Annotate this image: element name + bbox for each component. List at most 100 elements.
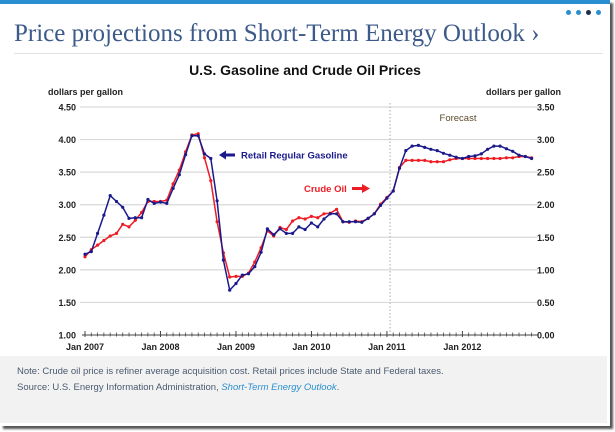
y-tick-label-right: 3.50 [537,103,555,113]
arrow-left-icon [219,150,235,160]
retail-regular-gasoline-point [190,134,194,138]
footnote: Note: Crude oil price is refiner average… [17,366,444,377]
y-tick-label-left: 3.50 [58,168,76,178]
crude-oil-point [108,234,112,238]
retail-regular-gasoline-point [473,154,477,158]
arrow-right-icon [352,184,370,193]
retail-regular-gasoline-point [504,147,508,151]
retail-regular-gasoline-point [177,173,181,177]
retail-regular-gasoline-point [379,203,383,207]
crude-oil-point [309,214,313,218]
y-tick-label-right: 1.00 [537,265,555,275]
axes: 1.00 1.50 2.00 2.50 3.00 3.50 4.00 4.50 0.00 0.50… [58,103,554,353]
y-tick-label-left: 4.50 [58,103,76,113]
retail-regular-gasoline-point [523,154,527,159]
retail-regular-gasoline-point [397,166,402,170]
retail-regular-gasoline-point [404,149,408,153]
crude-oil-point [322,212,326,216]
crude-oil-point [492,156,496,161]
retail-regular-gasoline-point [83,252,87,256]
gasoline-annotation: Retail Regular Gasoline [219,150,348,162]
retail-regular-gasoline-point [441,151,446,155]
source-suffix: . [336,382,340,393]
pager-dot-3[interactable] [586,10,591,15]
crude-oil-point [253,260,257,264]
forecast-region: Forecast [389,103,477,335]
retail-regular-gasoline-point [152,201,156,205]
slide-panel [0,0,610,4]
pager-dot-4[interactable] [596,10,601,15]
crude-oil-point [284,227,288,232]
retail-regular-gasoline-point [385,196,389,200]
pager-dot-2[interactable] [576,10,581,15]
retail-regular-gasoline-point [246,272,251,276]
left-axis-unit-label: dollars per gallon [48,87,124,97]
retail-regular-gasoline-point [253,265,257,269]
x-tick-label: Jan 2007 [66,342,104,352]
price-chart: Forecast 1.00 1.50 2.00 2.50 3.00 3.50 4.00 4.5… [58,103,554,353]
retail-regular-gasoline-point [366,216,370,220]
crude-oil-point [410,158,414,162]
y-tick-label-left: 3.00 [58,200,76,210]
retail-regular-gasoline-point [429,147,433,151]
crude-oil-point [416,158,420,162]
crude-oil-point [171,182,175,186]
retail-regular-gasoline-point [259,250,263,254]
retail-regular-gasoline-point [530,156,534,161]
retail-regular-gasoline-point [272,233,276,237]
crude-oil-point [297,216,301,220]
title-divider [14,53,603,54]
y-tick-label-left: 2.50 [58,233,76,243]
crude-oil-point [479,156,483,161]
pager-dot-1[interactable] [566,10,571,15]
retail-regular-gasoline-point [171,186,175,190]
retail-regular-gasoline-point [297,225,301,229]
chart-title: U.S. Gasoline and Crude Oil Prices [189,62,421,78]
crude-oil-point [448,158,452,162]
retail-regular-gasoline-point [89,250,93,254]
retail-regular-gasoline-point [209,156,213,161]
retail-regular-gasoline-point [303,227,307,232]
retail-regular-gasoline-point [486,147,490,151]
retail-regular-gasoline-point [410,144,414,148]
footer-panel [0,356,607,423]
y-tick-label-left: 2.00 [58,265,76,275]
crude-oil-point [209,179,213,183]
crude-oil-point [429,160,433,164]
series-lines [83,132,534,292]
retail-regular-gasoline-point [228,288,232,292]
retail-regular-gasoline-point [498,144,502,148]
crude-oil-point [215,220,219,224]
crude-oil-point [473,156,477,161]
retail-regular-gasoline-point [492,144,496,148]
retail-regular-gasoline-point [102,213,106,217]
retail-regular-gasoline-point [146,197,150,202]
retail-regular-gasoline-point [416,143,420,147]
crude-oil-point [441,160,446,164]
crude-oil-point [234,274,238,278]
gasoline-label: Retail Regular Gasoline [241,151,348,162]
right-axis-unit-label: dollars per gallon [486,87,562,97]
crude-oil-point [102,238,106,243]
retail-regular-gasoline-point [448,153,452,157]
retail-regular-gasoline-point [96,231,100,235]
retail-regular-gasoline-point [234,281,238,286]
pager-dots[interactable] [566,10,601,15]
y-tick-label-left: 1.50 [58,298,76,308]
crude-oil-point [316,216,320,220]
source-link[interactable]: Short-Term Energy Outlook [221,382,337,393]
crude-oil-point [435,160,439,164]
crude-oil-point [303,217,307,221]
source-line: Source: U.S. Energy Information Administ… [17,382,339,393]
retail-regular-gasoline-point [240,273,244,277]
crude-oil-point [291,219,295,223]
gridlines [80,106,538,304]
retail-regular-gasoline-point [360,220,364,224]
retail-regular-gasoline-point [347,220,351,224]
crude-oil-point [423,158,427,162]
retail-regular-gasoline-point [511,149,515,153]
crude-oil-point [404,158,408,162]
retail-regular-gasoline-point [517,153,521,157]
page-title-link[interactable]: Price projections from Short-Term Energy… [14,20,540,47]
y-tick-label-right: 1.50 [537,233,555,243]
